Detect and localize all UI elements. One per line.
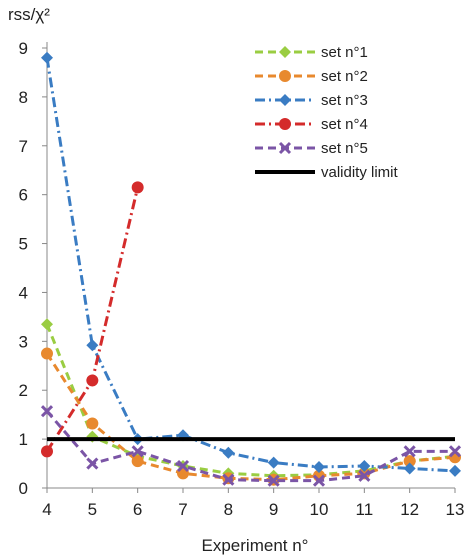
data-point	[358, 469, 371, 482]
legend-label: validity limit	[321, 164, 399, 181]
y-tick-label: 9	[19, 39, 28, 58]
cross-stroke	[358, 469, 371, 482]
data-point	[222, 446, 235, 459]
cross-stroke	[176, 459, 190, 473]
legend-marker	[279, 70, 291, 82]
data-point	[41, 347, 53, 360]
data-point	[267, 456, 280, 469]
data-point	[403, 455, 416, 468]
cross-stroke	[312, 474, 326, 487]
x-tick-label: 5	[88, 500, 97, 519]
x-tick-label: 11	[356, 500, 374, 519]
legend-label: set n°5	[321, 140, 368, 157]
data-point	[403, 462, 416, 475]
legend-entry-3: set n°3	[255, 92, 368, 109]
data-point	[41, 445, 53, 458]
x-tick-label: 9	[269, 500, 278, 519]
y-tick-label: 1	[19, 430, 28, 449]
y-tick-label: 8	[19, 88, 28, 107]
cross-stroke	[448, 445, 462, 458]
data-point	[86, 374, 99, 387]
data-point	[131, 181, 144, 194]
data-point	[176, 459, 190, 473]
y-tick-label: 2	[19, 381, 28, 400]
legend-label: set n°3	[321, 92, 368, 109]
legend-marker	[278, 141, 292, 155]
legend-entry-5: set n°5	[255, 140, 368, 157]
y-tick-label: 7	[19, 137, 28, 156]
legend-marker	[279, 118, 291, 130]
x-tick-label: 4	[42, 500, 51, 519]
series-4	[41, 181, 144, 458]
cross-stroke	[131, 445, 144, 458]
legend-entry-1: set n°1	[255, 44, 368, 61]
y-tick-label: 6	[19, 186, 28, 205]
series-line	[45, 323, 456, 478]
data-point	[267, 474, 280, 487]
x-axis-title: Experiment n°	[202, 536, 309, 555]
x-tick-label: 6	[133, 500, 142, 519]
cross-stroke	[40, 405, 54, 418]
legend-entry-6: validity limit	[255, 164, 399, 181]
series-3	[41, 51, 461, 477]
legend-label: set n°1	[321, 44, 368, 61]
cross-stroke	[267, 474, 280, 487]
x-tick-label: 13	[446, 500, 465, 519]
series-line	[45, 57, 456, 473]
series-2	[41, 347, 461, 486]
y-tick-label: 0	[19, 479, 28, 498]
data-point	[131, 455, 144, 468]
data-point	[222, 473, 235, 486]
series-line	[45, 410, 455, 483]
x-tick-label: 10	[310, 500, 329, 519]
y-tick-label: 3	[19, 332, 28, 351]
legend-label: set n°2	[321, 68, 368, 85]
data-point	[312, 474, 326, 487]
legend-label: set n°4	[321, 116, 368, 133]
data-point	[41, 318, 53, 331]
data-point	[403, 445, 416, 458]
data-point	[131, 445, 144, 458]
x-tick-label: 12	[400, 500, 419, 519]
data-point	[448, 445, 462, 458]
y-tick-label: 4	[19, 283, 28, 302]
cross-stroke	[403, 445, 416, 458]
cross-stroke	[222, 473, 235, 486]
plot-area	[40, 51, 462, 487]
x-tick-label: 7	[178, 500, 187, 519]
series-5	[40, 405, 462, 487]
y-tick-label: 5	[19, 235, 28, 254]
x-tick-label: 8	[224, 500, 233, 519]
legend-entry-4: set n°4	[255, 116, 368, 133]
series-1	[41, 318, 461, 482]
legend-entry-2: set n°2	[255, 68, 368, 85]
data-point	[41, 51, 53, 64]
legend-marker	[279, 46, 291, 58]
data-point	[86, 417, 99, 430]
legend: set n°1 set n°2 set n°3 set n°4 set n°5 valid…	[255, 44, 399, 181]
data-point	[86, 457, 99, 470]
cross-stroke	[278, 141, 292, 155]
data-point	[86, 339, 99, 352]
data-point	[358, 460, 371, 472]
cross-stroke	[86, 457, 99, 470]
data-point	[313, 460, 325, 473]
data-point	[40, 405, 54, 418]
data-point	[449, 464, 461, 477]
y-axis-title: rss/χ²	[8, 5, 50, 24]
legend-marker	[279, 94, 291, 106]
